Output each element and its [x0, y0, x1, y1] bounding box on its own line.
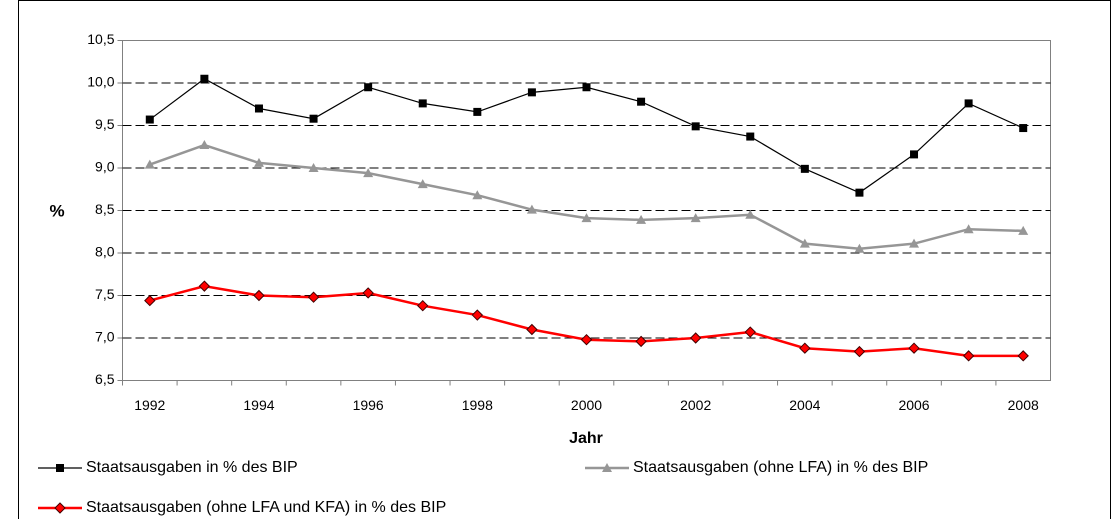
marker: [637, 97, 646, 106]
x-tick-label: 2008: [1008, 397, 1039, 413]
marker: [473, 107, 482, 116]
x-tick-label: 1996: [353, 397, 384, 413]
marker: [799, 342, 811, 354]
marker: [910, 150, 919, 159]
legend-label: Staatsausgaben (ohne LFA und KFA) in % d…: [86, 499, 446, 516]
marker: [363, 168, 374, 178]
marker: [1019, 124, 1028, 133]
y-tick-label: 7,5: [95, 286, 115, 302]
marker: [198, 280, 211, 292]
y-axis-label: %: [49, 201, 64, 220]
marker: [418, 99, 427, 108]
marker: [527, 88, 536, 97]
marker: [691, 122, 700, 131]
legend-label: Staatsausgaben (ohne LFA) in % des BIP: [633, 459, 928, 476]
y-tick-label: 9,5: [95, 116, 115, 132]
marker: [526, 323, 538, 336]
y-tick-label: 9,0: [95, 159, 115, 175]
x-tick-label: 2004: [789, 397, 820, 413]
marker: [746, 132, 755, 141]
marker: [307, 291, 320, 303]
x-tick-label: 1998: [462, 397, 493, 413]
marker: [690, 213, 701, 223]
marker: [199, 140, 210, 150]
marker: [855, 188, 864, 197]
legend-marker: [602, 463, 612, 472]
marker: [417, 179, 428, 189]
marker: [417, 299, 429, 312]
y-tick-label: 10,5: [87, 31, 114, 47]
marker: [253, 157, 264, 167]
marker: [581, 213, 592, 223]
x-tick-label: 1994: [243, 397, 274, 413]
marker: [962, 350, 975, 362]
marker: [800, 164, 809, 173]
marker: [854, 243, 865, 253]
y-tick-label: 6,5: [95, 371, 115, 387]
marker: [689, 332, 702, 344]
marker: [908, 342, 920, 354]
marker: [635, 335, 647, 348]
marker: [909, 238, 920, 248]
x-tick-label: 2000: [571, 397, 602, 413]
marker: [526, 204, 537, 214]
marker: [963, 224, 974, 234]
marker: [362, 287, 374, 299]
y-tick-label: 8,0: [95, 244, 115, 260]
marker: [744, 326, 756, 338]
marker: [1017, 350, 1029, 362]
legend-marker: [54, 502, 66, 514]
marker: [1018, 225, 1029, 235]
y-tick-label: 7,0: [95, 329, 115, 345]
marker: [471, 309, 484, 321]
marker: [636, 214, 647, 224]
marker: [144, 294, 156, 307]
y-tick-label: 8,5: [95, 201, 115, 217]
marker: [200, 74, 209, 83]
marker: [472, 190, 483, 200]
x-axis-label: Jahr: [569, 430, 603, 447]
y-tick-label: 10,0: [87, 74, 114, 90]
marker: [745, 209, 756, 219]
x-tick-label: 2006: [898, 397, 929, 413]
marker: [254, 104, 263, 113]
marker: [364, 83, 373, 92]
x-tick-label: 1992: [134, 397, 165, 413]
marker: [582, 83, 591, 92]
marker: [144, 159, 155, 169]
legend-label: Staatsausgaben in % des BIP: [86, 459, 298, 476]
x-tick-label: 2002: [680, 397, 711, 413]
marker: [308, 163, 319, 172]
marker: [309, 114, 318, 123]
marker: [964, 99, 973, 108]
marker: [145, 115, 154, 124]
legend-marker: [56, 464, 64, 472]
marker: [580, 333, 593, 346]
marker: [253, 289, 265, 302]
marker: [853, 345, 866, 358]
marker: [799, 238, 810, 248]
